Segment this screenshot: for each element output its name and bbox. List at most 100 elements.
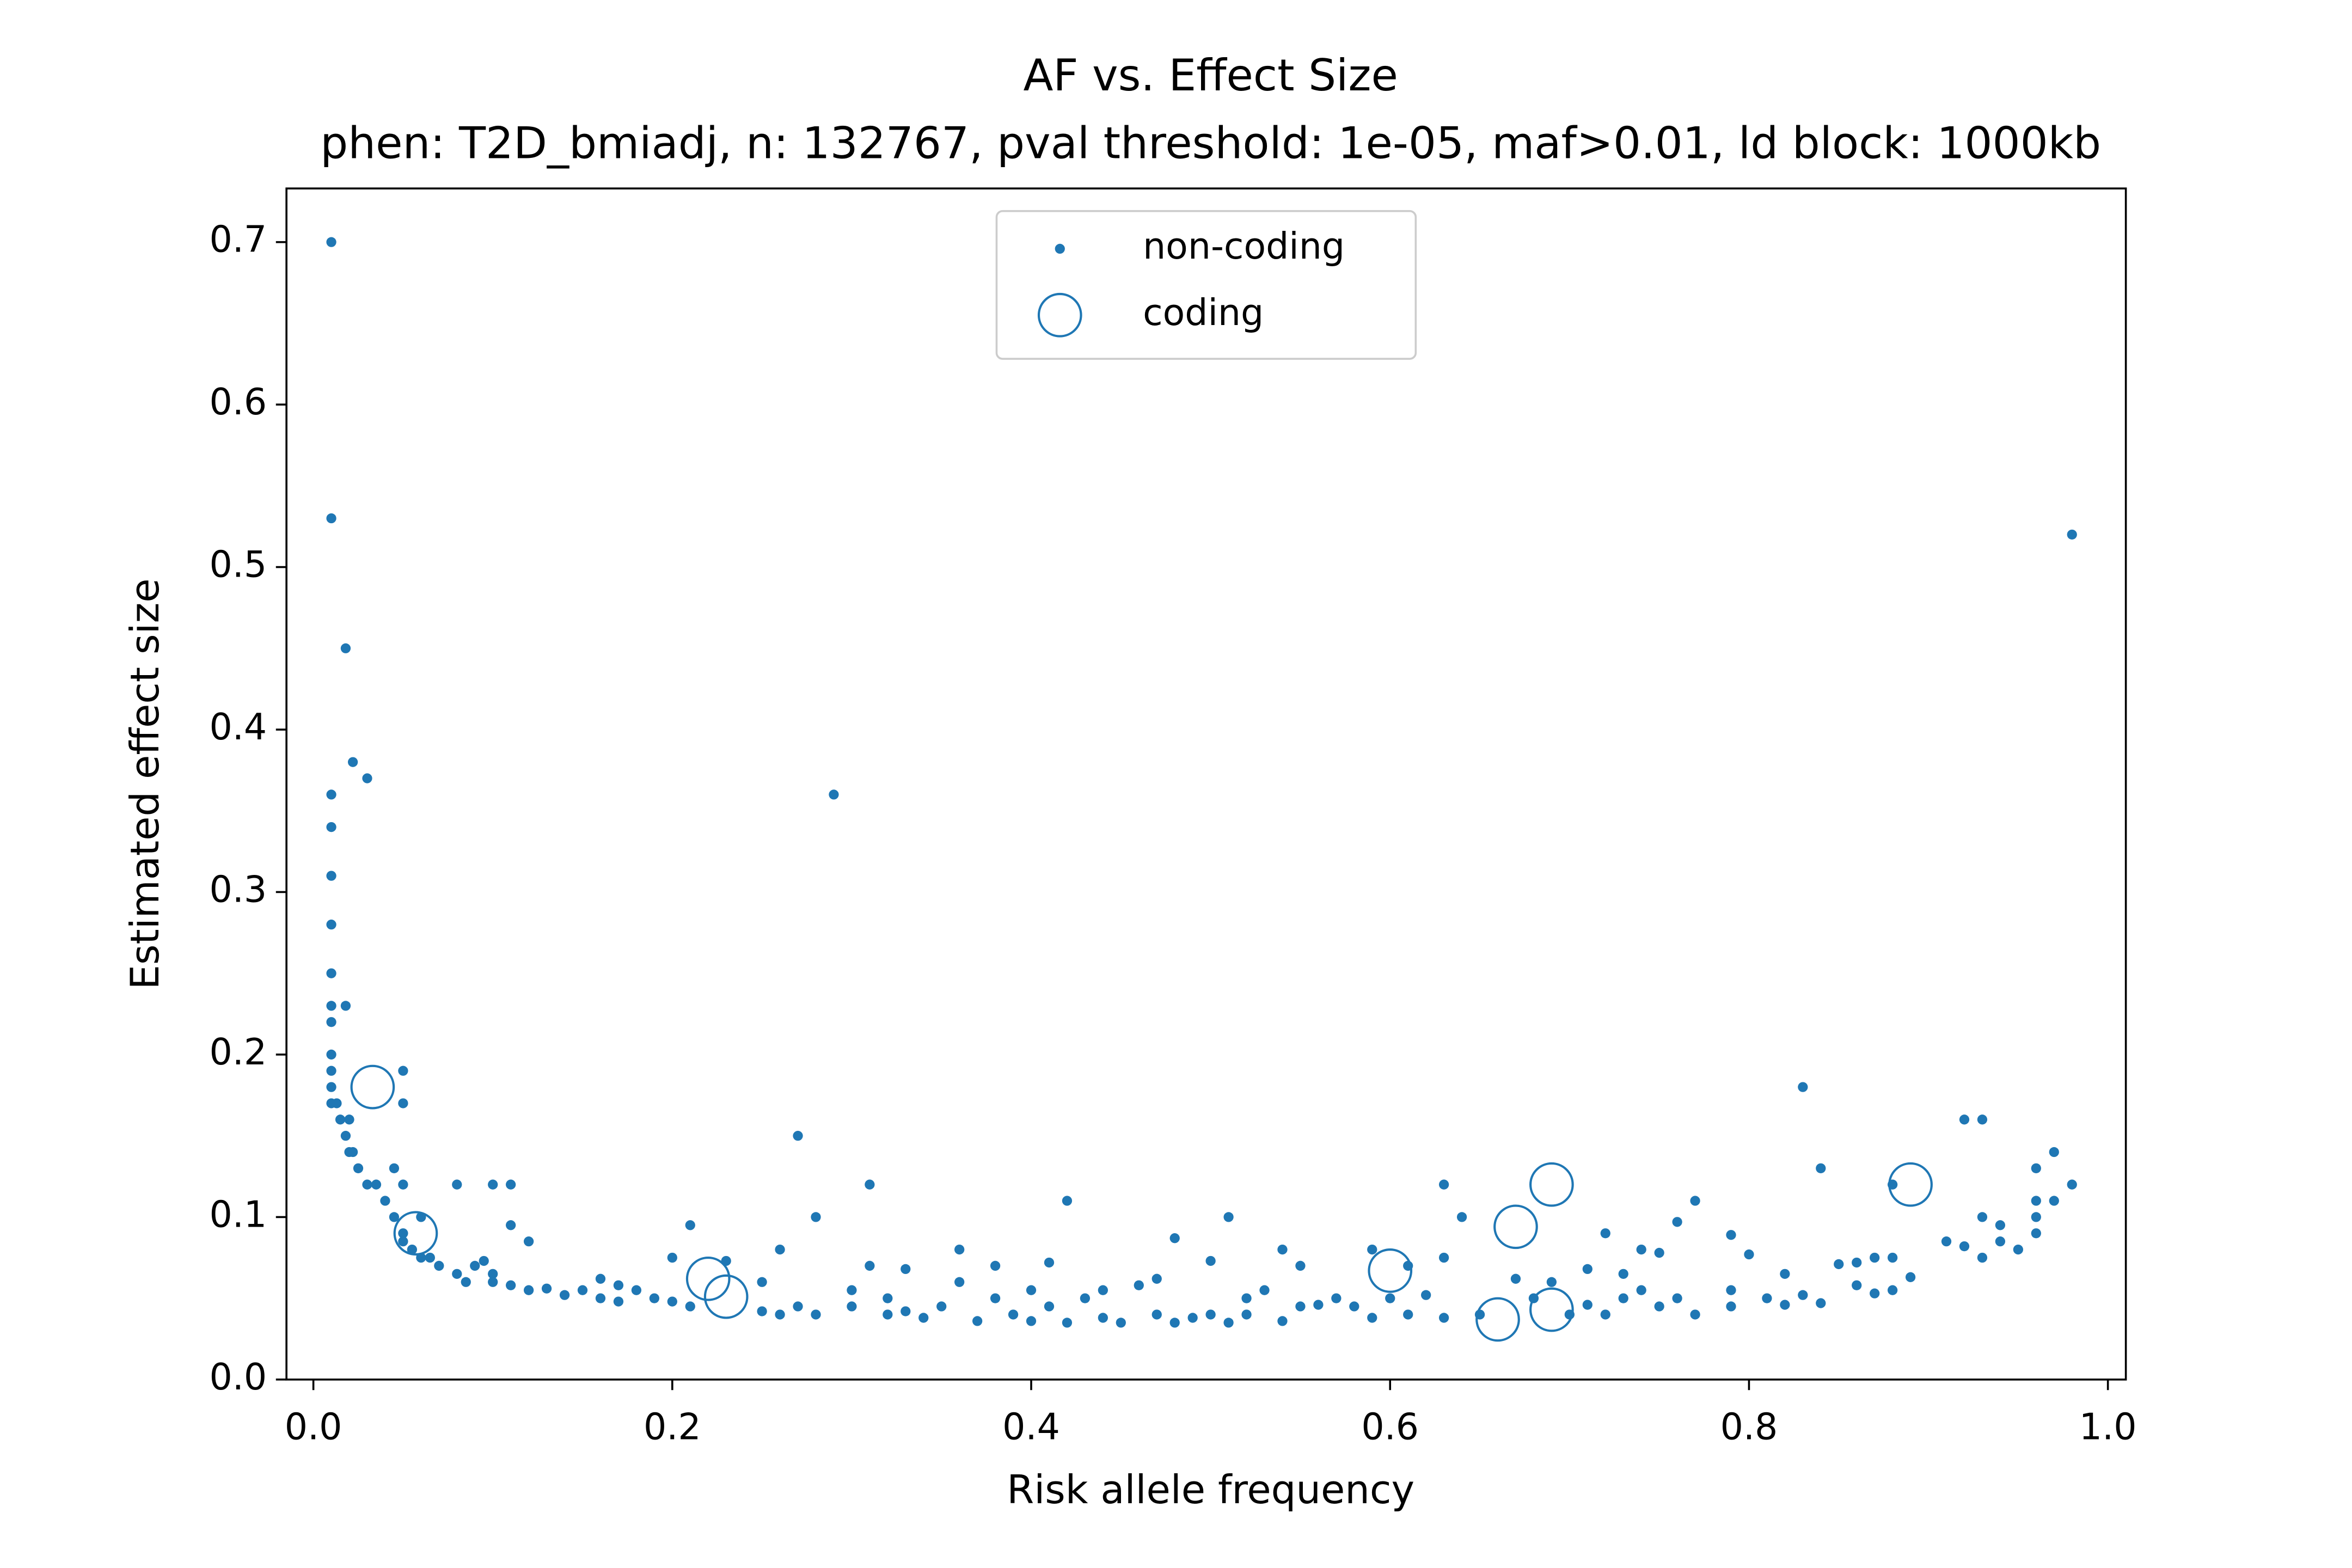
point — [936, 1301, 947, 1312]
point — [1331, 1293, 1342, 1303]
point — [326, 871, 336, 881]
point — [559, 1290, 570, 1300]
point — [1456, 1212, 1467, 1222]
point — [685, 1301, 695, 1312]
point — [595, 1293, 606, 1303]
point — [326, 968, 336, 978]
point — [470, 1260, 480, 1271]
point — [1726, 1285, 1736, 1295]
x-tick-label: 1.0 — [2079, 1405, 2137, 1448]
point — [954, 1277, 965, 1287]
point — [1546, 1277, 1557, 1287]
point — [1582, 1300, 1592, 1310]
coding-point — [1475, 1297, 1520, 1342]
point — [901, 1264, 911, 1275]
point — [1098, 1285, 1108, 1295]
point — [1080, 1293, 1091, 1303]
point — [326, 1001, 336, 1011]
coding-point — [685, 1256, 731, 1301]
y-tick-label: 0.1 — [209, 1193, 267, 1235]
plot-frame — [285, 187, 2127, 1381]
x-tick-label: 0.6 — [1361, 1405, 1419, 1448]
point — [1887, 1285, 1898, 1295]
point — [1385, 1293, 1395, 1303]
point — [1959, 1241, 1970, 1252]
point — [340, 1001, 351, 1011]
coding-point — [393, 1211, 438, 1256]
legend-label: coding — [1143, 291, 1264, 334]
point — [865, 1260, 875, 1271]
point — [1887, 1252, 1898, 1263]
point — [2031, 1212, 2041, 1222]
point — [1277, 1244, 1288, 1255]
point — [335, 1114, 346, 1125]
point — [425, 1252, 435, 1263]
point — [340, 1131, 351, 1141]
point — [1205, 1255, 1216, 1266]
point — [347, 757, 358, 767]
point — [1349, 1301, 1359, 1312]
point — [1995, 1220, 2006, 1230]
point — [461, 1277, 471, 1287]
point — [918, 1313, 929, 1323]
point — [389, 1163, 400, 1173]
point — [1672, 1217, 1682, 1227]
point — [1259, 1285, 1270, 1295]
point — [1852, 1257, 1862, 1268]
x-tick-label: 0.0 — [285, 1405, 342, 1448]
point — [883, 1309, 893, 1320]
point — [1295, 1260, 1306, 1271]
point — [1870, 1252, 1880, 1263]
point — [1062, 1318, 1073, 1328]
coding-point — [703, 1274, 749, 1319]
point — [340, 643, 351, 653]
point — [1421, 1290, 1431, 1300]
point — [1367, 1313, 1377, 1323]
point — [757, 1277, 767, 1287]
point — [613, 1296, 624, 1307]
point — [2067, 529, 2077, 540]
point — [829, 789, 839, 800]
x-tick-label: 0.8 — [1720, 1405, 1778, 1448]
point — [1977, 1114, 1988, 1125]
point — [613, 1280, 624, 1290]
point — [1241, 1309, 1252, 1320]
point — [1205, 1309, 1216, 1320]
point — [1870, 1288, 1880, 1298]
point — [1636, 1285, 1646, 1295]
point — [398, 1065, 408, 1076]
point — [398, 1236, 408, 1247]
point — [1600, 1228, 1610, 1239]
point — [1672, 1293, 1682, 1303]
point — [1905, 1272, 1916, 1282]
point — [523, 1285, 534, 1295]
y-tick-label: 0.3 — [209, 868, 267, 911]
point — [541, 1283, 552, 1294]
point — [1798, 1290, 1808, 1300]
point — [398, 1228, 408, 1239]
point — [667, 1296, 677, 1307]
y-tick-label: 0.6 — [209, 381, 267, 423]
point — [1780, 1300, 1790, 1310]
point — [362, 773, 372, 783]
coding-point — [1529, 1162, 1574, 1207]
legend-box — [995, 210, 1417, 360]
point — [398, 1098, 408, 1108]
point — [2013, 1244, 2023, 1255]
chart-title: AF vs. Effect Size — [1023, 50, 1398, 101]
point — [811, 1309, 821, 1320]
point — [1726, 1230, 1736, 1240]
y-tick-label: 0.2 — [209, 1031, 267, 1073]
point — [1690, 1309, 1700, 1320]
point — [1582, 1264, 1592, 1275]
point — [1977, 1212, 1988, 1222]
point — [1798, 1082, 1808, 1092]
point — [2031, 1196, 2041, 1206]
point — [847, 1301, 857, 1312]
point — [1780, 1269, 1790, 1279]
point — [326, 920, 336, 930]
point — [2049, 1196, 2059, 1206]
point — [2031, 1163, 2041, 1173]
point — [1241, 1293, 1252, 1303]
point — [326, 1065, 336, 1076]
